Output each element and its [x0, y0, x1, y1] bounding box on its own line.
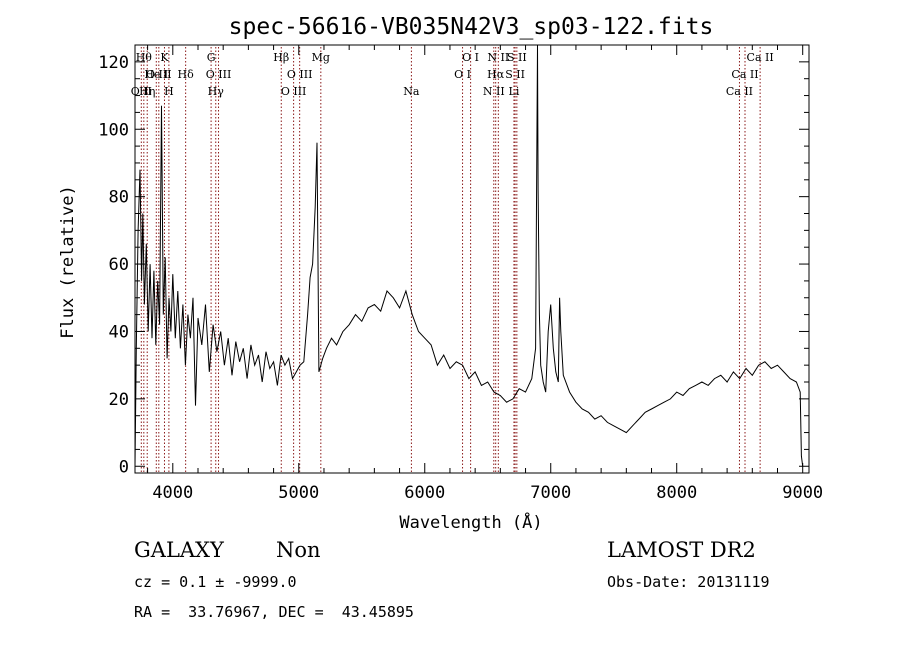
x-tick-label: 8000: [656, 483, 697, 503]
line-label: He I: [144, 68, 168, 81]
line-label: Hη: [139, 85, 155, 98]
x-tick-label: 9000: [782, 483, 823, 503]
y-tick-label: 100: [98, 120, 129, 140]
line-label: Li: [509, 85, 520, 98]
y-tick-label: 120: [98, 53, 129, 73]
obs-date-text: Obs-Date: 20131119: [607, 573, 770, 591]
x-tick-label: 7000: [530, 483, 571, 503]
line-label: O II: [131, 85, 152, 98]
line-label: H: [164, 85, 174, 98]
line-label: Hδ: [178, 68, 195, 81]
line-label: O I: [454, 68, 471, 81]
y-tick-label: 60: [109, 255, 129, 275]
line-label: Ca II: [747, 51, 774, 64]
redshift-cz-text: cz = 0.1 ± -9999.0: [134, 573, 297, 591]
line-label: Hα: [487, 68, 505, 81]
line-label: K: [160, 51, 169, 64]
line-label: O I: [462, 51, 479, 64]
line-label: O III: [146, 68, 172, 81]
line-label: Hγ: [208, 85, 225, 98]
line-label: O III: [281, 85, 307, 98]
line-label: O III: [287, 68, 313, 81]
line-label: S II: [507, 51, 527, 64]
line-label: Ca II: [731, 68, 758, 81]
y-tick-label: 40: [109, 322, 129, 342]
axis-ticks: 4000 5000 6000 7000 8000 9000 0 20 40 60 80 100 120: [98, 45, 823, 503]
x-tick-label: 6000: [404, 483, 445, 503]
chart-title: spec-56616-VB035N42V3_sp03-122.fits: [229, 14, 714, 40]
spectrum-line: [134, 44, 804, 467]
class-label: GALAXY: [134, 538, 224, 562]
coordinates-text: RA = 33.76967, DEC = 43.45895: [134, 603, 414, 621]
x-tick-label: 4000: [152, 483, 193, 503]
y-axis-label: Flux (relative): [58, 185, 78, 339]
line-label: Hθ: [136, 51, 153, 64]
line-label: Mg: [312, 51, 330, 64]
spectral-line-markers: [140, 47, 761, 473]
x-axis-label: Wavelength (Å): [399, 511, 542, 533]
line-label: N II: [483, 85, 505, 98]
subclass-label: Non: [276, 538, 321, 562]
line-label: O III: [206, 68, 232, 81]
spectrum-series: [134, 44, 804, 467]
y-tick-label: 0: [119, 457, 129, 477]
y-tick-label: 20: [109, 390, 129, 410]
line-label: Ca II: [726, 85, 753, 98]
y-tick-label: 80: [109, 188, 129, 208]
line-label: Hβ: [273, 51, 289, 64]
line-label: G: [207, 51, 216, 64]
line-label: Na: [403, 85, 420, 98]
line-label: S II: [505, 68, 525, 81]
x-tick-label: 5000: [278, 483, 319, 503]
line-label: N II: [487, 51, 509, 64]
survey-label: LAMOST DR2: [607, 538, 756, 562]
plot-frame: [134, 44, 810, 474]
